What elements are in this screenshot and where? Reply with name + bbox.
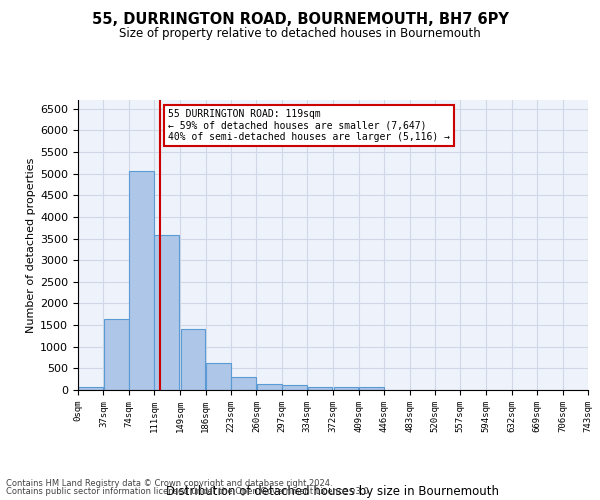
Text: 55 DURRINGTON ROAD: 119sqm
← 59% of detached houses are smaller (7,647)
40% of s: 55 DURRINGTON ROAD: 119sqm ← 59% of deta… <box>168 108 450 142</box>
Bar <box>181 329 205 390</box>
Bar <box>104 319 128 390</box>
Bar <box>154 235 179 390</box>
Bar <box>206 363 231 390</box>
Text: Size of property relative to detached houses in Bournemouth: Size of property relative to detached ho… <box>119 28 481 40</box>
Text: Contains public sector information licensed under the Open Government Licence v3: Contains public sector information licen… <box>6 487 371 496</box>
Bar <box>334 388 358 390</box>
Bar <box>308 386 332 390</box>
X-axis label: Distribution of detached houses by size in Bournemouth: Distribution of detached houses by size … <box>167 485 499 498</box>
Bar <box>129 171 154 390</box>
Y-axis label: Number of detached properties: Number of detached properties <box>26 158 36 332</box>
Text: Contains HM Land Registry data © Crown copyright and database right 2024.: Contains HM Land Registry data © Crown c… <box>6 478 332 488</box>
Bar <box>282 385 307 390</box>
Text: 55, DURRINGTON ROAD, BOURNEMOUTH, BH7 6PY: 55, DURRINGTON ROAD, BOURNEMOUTH, BH7 6P… <box>92 12 508 28</box>
Bar <box>78 387 103 390</box>
Bar <box>257 384 281 390</box>
Bar <box>232 378 256 390</box>
Bar <box>359 387 384 390</box>
